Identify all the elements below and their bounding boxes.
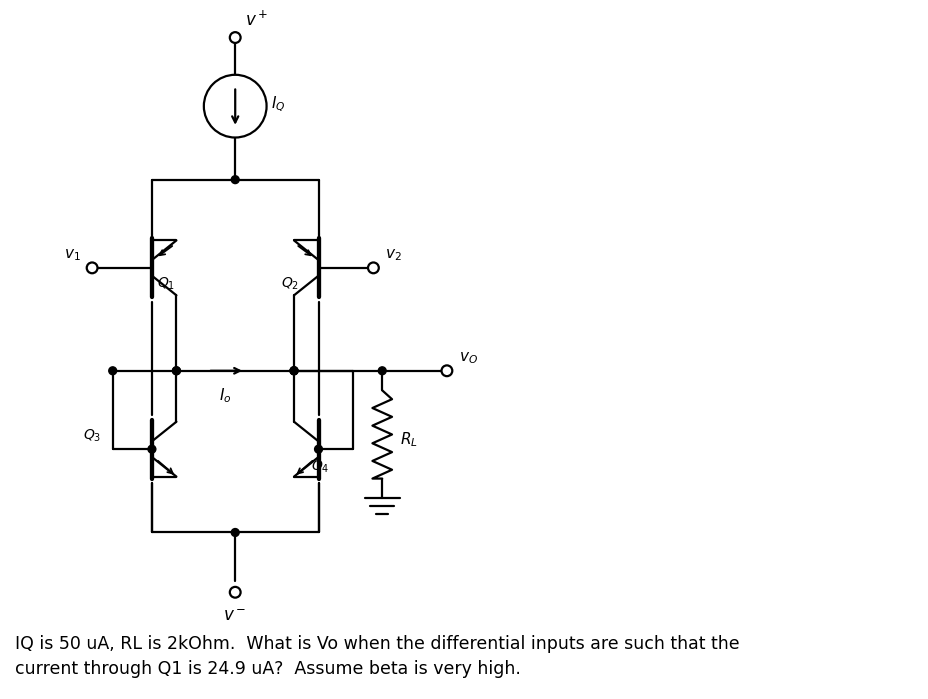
Text: $I_o$: $I_o$ [219, 387, 231, 405]
Text: $Q_3$: $Q_3$ [83, 428, 101, 445]
Text: current through Q1 is 24.9 uA?  Assume beta is very high.: current through Q1 is 24.9 uA? Assume be… [15, 660, 520, 678]
Text: $v_1$: $v_1$ [63, 247, 81, 263]
Circle shape [290, 367, 298, 375]
Text: $Q_4$: $Q_4$ [310, 459, 329, 475]
Circle shape [229, 587, 240, 598]
Text: $Q_1$: $Q_1$ [157, 275, 174, 292]
Circle shape [231, 528, 238, 536]
Text: $I_Q$: $I_Q$ [271, 94, 286, 114]
Circle shape [367, 262, 379, 273]
Circle shape [378, 367, 386, 375]
Circle shape [290, 367, 298, 375]
Text: $v_2$: $v_2$ [385, 247, 402, 263]
Circle shape [148, 445, 156, 453]
Circle shape [441, 366, 452, 376]
Circle shape [173, 367, 180, 375]
Text: $v_O$: $v_O$ [458, 350, 477, 366]
Circle shape [229, 32, 240, 43]
Circle shape [231, 175, 238, 184]
Text: IQ is 50 uA, RL is 2kOhm.  What is Vo when the differential inputs are such that: IQ is 50 uA, RL is 2kOhm. What is Vo whe… [15, 635, 739, 654]
Text: $Q_2$: $Q_2$ [281, 275, 299, 292]
Circle shape [109, 367, 117, 375]
Text: $v^+$: $v^+$ [245, 10, 268, 30]
Circle shape [173, 367, 180, 375]
Circle shape [86, 262, 97, 273]
Text: $R_L$: $R_L$ [399, 430, 418, 449]
Circle shape [203, 75, 266, 138]
Circle shape [290, 367, 298, 375]
Circle shape [315, 445, 322, 453]
Text: $v^-$: $v^-$ [224, 608, 247, 625]
